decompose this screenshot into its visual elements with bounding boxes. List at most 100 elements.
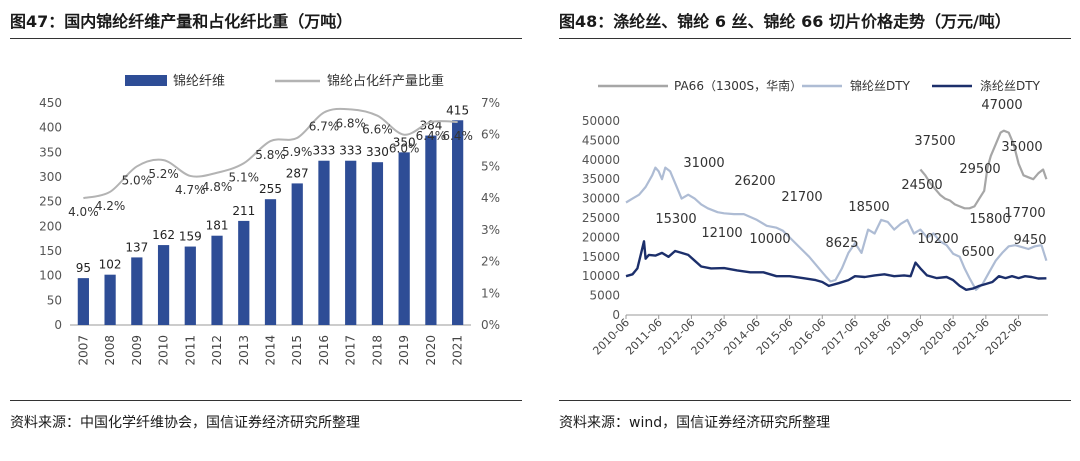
price-annotation: 35000: [1001, 140, 1042, 155]
polyester-dty-line: [625, 240, 1047, 291]
price-annotation: 29500: [959, 162, 1000, 177]
nylon-dty-line: [625, 166, 1048, 291]
y-tick-label: 10000: [582, 269, 620, 283]
share-data-label: 5.8%: [255, 148, 286, 162]
price-annotation: 9450: [1013, 233, 1046, 248]
y-tick-label: 300: [39, 170, 62, 184]
y-tick-label: 0: [54, 318, 62, 332]
bar: [157, 245, 170, 325]
share-data-label: 4.0%: [68, 205, 99, 219]
x-tick-label: 2010: [157, 335, 171, 366]
price-annotation: 18500: [848, 200, 889, 215]
x-tick-label: 2017: [344, 335, 358, 366]
share-data-label: 6.8%: [335, 116, 366, 130]
price-annotation: 10000: [749, 232, 790, 247]
y-tick-label: 200: [39, 219, 62, 233]
bar-data-label: 102: [99, 258, 122, 272]
share-data-label: 5.9%: [282, 145, 313, 159]
y-tick-label: 25000: [582, 211, 620, 225]
bar-data-label: 95: [76, 261, 91, 275]
price-annotation: 17700: [1004, 206, 1045, 221]
bar: [131, 257, 143, 325]
y-tick-label: 50: [47, 293, 62, 307]
legend-label-line: 锦纶占化纤产量比重: [327, 73, 444, 89]
x-tick-label: 2009: [130, 335, 144, 366]
bar-data-label: 350: [393, 135, 416, 149]
bar-data-label: 211: [232, 204, 255, 218]
bar: [318, 160, 330, 325]
price-annotation: 31000: [683, 156, 724, 171]
price-annotation: 15300: [655, 212, 696, 227]
y-tick-label: 150: [39, 244, 62, 258]
y-tick-label: 5000: [589, 289, 620, 303]
x-tick-label: 2022-06: [983, 316, 1025, 358]
bar: [425, 135, 437, 325]
bar-data-label: 333: [339, 144, 362, 158]
x-tick-label: 2013: [237, 335, 251, 366]
price-annotation: 37500: [914, 134, 955, 149]
bar: [291, 183, 303, 325]
price-annotation: 10200: [917, 232, 958, 247]
share-data-label: 6.4%: [416, 129, 447, 143]
bar: [104, 274, 116, 325]
bar: [184, 246, 196, 325]
bar: [452, 120, 464, 326]
y2-tick-label: 2%: [481, 255, 500, 269]
y-tick-label: 450: [39, 96, 62, 110]
price-trend-chart: 0 5000 10000 15000 20000 25000 30000 35000 40000…: [582, 78, 1048, 358]
right-title-rule: [559, 38, 1071, 39]
y-tick-label: 350: [39, 145, 62, 159]
y-tick-label: 35000: [582, 172, 620, 186]
bar-data-label: 137: [125, 240, 148, 254]
x-tick-label: 2007: [76, 335, 90, 366]
bar-data-label: 330: [366, 145, 389, 159]
bar-data-label: 255: [259, 182, 282, 196]
y2-tick-label: 3%: [481, 223, 500, 237]
bar: [77, 278, 89, 325]
y-tick-label: 40000: [582, 153, 620, 167]
bar: [238, 220, 250, 325]
bar: [211, 235, 223, 325]
x-tick-label: 2011: [183, 335, 197, 366]
legend-label-polyester-dty: 涤纶丝DTY: [980, 79, 1041, 93]
y2-tick-label: 5%: [481, 159, 500, 173]
bar: [398, 152, 410, 325]
left-source-rule: [10, 400, 522, 401]
bar-data-label: 162: [152, 228, 175, 242]
y-tick-label: 100: [39, 269, 62, 283]
share-data-label: 4.7%: [175, 183, 206, 197]
y-tick-label: 50000: [582, 114, 620, 128]
y2-tick-label: 0%: [481, 318, 500, 332]
x-tick-label: 2016: [317, 335, 331, 366]
bar-data-label: 159: [179, 230, 202, 244]
share-data-label: 5.1%: [229, 170, 260, 184]
bar: [371, 162, 384, 325]
legend-label-bar: 锦纶纤维: [173, 74, 225, 89]
price-annotation: 15800: [969, 212, 1010, 227]
y2-tick-label: 4%: [481, 191, 500, 205]
share-data-label: 5.2%: [148, 167, 179, 181]
price-annotation: 12100: [701, 226, 742, 241]
bar-data-label: 181: [206, 219, 229, 233]
right-source-rule: [559, 400, 1071, 401]
y-tick-label: 30000: [582, 192, 620, 206]
y-tick-label: 20000: [582, 230, 620, 244]
price-annotation: 24500: [901, 178, 942, 193]
x-tick-label: 2014: [264, 335, 278, 366]
x-tick-label: 2020: [424, 335, 438, 366]
share-data-label: 4.8%: [202, 180, 233, 194]
share-line: [83, 107, 458, 200]
x-tick-label: 2021: [451, 335, 465, 366]
price-annotation: 47000: [981, 98, 1022, 113]
y2-tick-label: 1%: [481, 286, 500, 300]
legend-label-pa66: PA66（1300S，华南）: [674, 78, 802, 93]
left-title-rule: [10, 38, 522, 39]
right-chart-title: 图48：涤纶丝、锦纶 6 丝、锦纶 66 切片价格走势（万元/吨）: [559, 12, 1011, 31]
bar: [345, 160, 357, 325]
right-source-note: 资料来源：wind，国信证券经济研究所整理: [559, 415, 831, 431]
y-tick-label: 15000: [582, 250, 620, 264]
legend-swatch-bar: [125, 75, 167, 86]
bar-data-label: 415: [446, 103, 469, 117]
price-annotation: 8625: [825, 236, 858, 251]
x-tick-label: 2018: [370, 335, 384, 366]
